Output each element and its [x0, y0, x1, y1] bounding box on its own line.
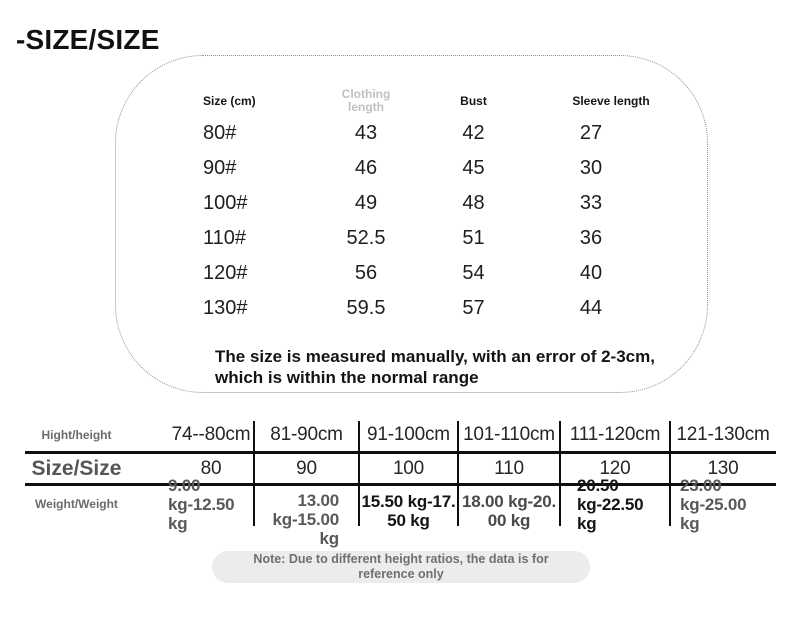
fit-row-height: Hight/height 74--80cm 81-90cm 91-100cm 1…: [25, 418, 776, 454]
col-header-bust: Bust: [460, 93, 487, 108]
size-chart-row: 110# 52.5 51 36: [116, 221, 707, 256]
row-label-size: Size/Size: [31, 456, 122, 480]
height-cell: 121-130cm: [676, 423, 770, 445]
size-cell: 120#: [203, 262, 248, 284]
fit-row-weight: Weight/Weight 9.00 kg-12.50 kg 13.00 kg-…: [25, 476, 776, 548]
size-chart-row: 100# 49 48 33: [116, 186, 707, 221]
bust-cell: 57: [462, 297, 485, 319]
clothing-length-cell: 56: [354, 262, 378, 284]
size-number-cell: 80: [200, 457, 222, 479]
bust-cell: 54: [462, 262, 485, 284]
clothing-length-cell: 49: [354, 192, 378, 214]
size-chart-row: 80# 43 42 27: [116, 116, 707, 151]
size-cell: 100#: [203, 192, 248, 214]
weight-cell: 18.00 kg-20. 00 kg: [462, 492, 556, 530]
size-number-cell: 120: [599, 457, 631, 479]
height-cell: 111-120cm: [569, 423, 661, 445]
size-cell: 80#: [203, 122, 237, 144]
column-divider: [358, 421, 360, 526]
col-header-size: Size (cm): [203, 93, 256, 108]
size-number-cell: 90: [296, 457, 317, 479]
sleeve-length-cell: 36: [579, 227, 603, 249]
clothing-length-cell: 52.5: [346, 227, 386, 249]
size-chart-box: Size (cm) Clothing length Bust Sleeve le…: [115, 55, 708, 393]
column-divider: [559, 421, 561, 526]
sleeve-length-cell: 40: [579, 262, 603, 284]
height-cell: 74--80cm: [171, 423, 251, 445]
clothing-length-cell: 43: [354, 122, 378, 144]
height-cell: 101-110cm: [463, 423, 555, 445]
weight-cell: 23.00 kg-25.00 kg: [680, 476, 747, 533]
column-divider: [253, 421, 255, 526]
height-cell: 81-90cm: [270, 423, 343, 445]
size-chart-row: 120# 56 54 40: [116, 256, 707, 291]
footer-note-pill: Note: Due to different height ratios, th…: [212, 551, 590, 583]
column-divider: [457, 421, 459, 526]
weight-cell: 13.00 kg-15.00 kg: [272, 491, 340, 548]
clothing-length-cell: 46: [354, 157, 378, 179]
clothing-length-cell: 59.5: [346, 297, 386, 319]
weight-cell: 20.50 kg-22.50 kg: [577, 476, 644, 533]
column-divider: [669, 421, 671, 526]
bust-cell: 48: [462, 192, 485, 214]
bust-cell: 42: [462, 122, 485, 144]
height-cell: 91-100cm: [367, 423, 450, 445]
sleeve-length-cell: 30: [579, 157, 603, 179]
sleeve-length-cell: 33: [579, 192, 603, 214]
measurement-error-note: The size is measured manually, with an e…: [215, 347, 655, 387]
sleeve-length-cell: 44: [579, 297, 603, 319]
size-cell: 130#: [203, 297, 248, 319]
size-cell: 110#: [203, 227, 247, 249]
fit-table: Hight/height 74--80cm 81-90cm 91-100cm 1…: [25, 418, 776, 548]
sleeve-length-cell: 27: [579, 122, 603, 144]
row-label-weight: Weight/Weight: [35, 497, 118, 511]
weight-cell: 9.00 kg-12.50 kg: [168, 476, 235, 533]
size-number-cell: 110: [494, 457, 524, 479]
page-title: -SIZE/SIZE: [16, 24, 160, 55]
size-cell: 90#: [203, 157, 237, 179]
size-chart-row: 130# 59.5 57 44: [116, 291, 707, 326]
size-chart-row: 90# 46 45 30: [116, 151, 707, 186]
size-chart-header-row: Size (cm) Clothing length Bust Sleeve le…: [116, 88, 707, 114]
bust-cell: 45: [462, 157, 485, 179]
fit-row-size: Size/Size 80 90 100 110 120 130: [25, 454, 776, 486]
size-number-cell: 130: [707, 457, 739, 479]
size-number-cell: 100: [392, 457, 425, 479]
bust-cell: 51: [462, 227, 485, 249]
weight-cell: 15.50 kg-17. 50 kg: [361, 492, 456, 530]
size-chart-rows: 80# 43 42 27 90# 46 45 30 100# 49 48 33 …: [116, 116, 707, 326]
row-label-height: Hight/height: [41, 427, 112, 442]
col-header-sleeve-length: Sleeve length: [572, 93, 650, 108]
col-header-clothing-length: Clothing length: [341, 87, 391, 114]
footer-note-text: Note: Due to different height ratios, th…: [253, 552, 549, 581]
